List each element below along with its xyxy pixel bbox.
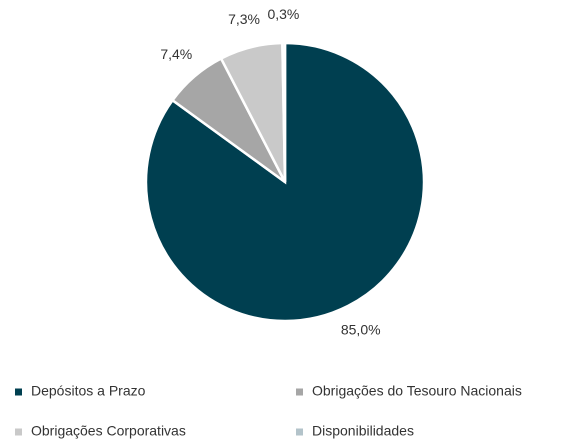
legend-label: Obrigações Corporativas [31, 423, 186, 439]
data-label: 7,4% [160, 46, 192, 62]
legend-label: Disponibilidades [312, 423, 414, 439]
legend-label: Obrigações do Tesouro Nacionais [312, 383, 522, 399]
data-label: 85,0% [341, 321, 381, 337]
legend-marker [15, 428, 22, 436]
legend-label: Depósitos a Prazo [31, 383, 146, 399]
legend-marker [296, 388, 303, 396]
pie-slice [281, 41, 287, 183]
data-label: 0,3% [267, 6, 299, 22]
legend-marker [296, 428, 303, 436]
pie-slice [144, 41, 426, 323]
legend-marker [15, 388, 22, 396]
data-label: 7,3% [228, 11, 260, 27]
